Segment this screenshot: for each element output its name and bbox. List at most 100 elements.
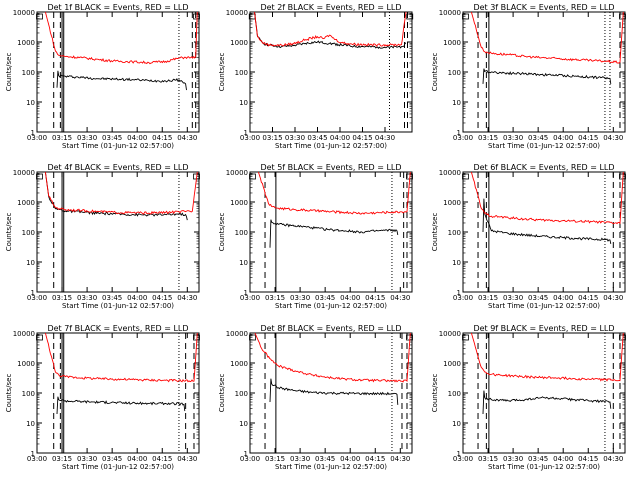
- x-tick-label: 04:30: [177, 134, 197, 142]
- y-tick-label: 1: [244, 129, 248, 137]
- x-tick-label: 03:15: [52, 294, 72, 302]
- series-line-lld: [257, 171, 411, 215]
- panel-3: Det 3f BLACK = Events, RED = LLD 1 10 100 10…: [431, 3, 626, 150]
- x-tick-label: 04:00: [330, 134, 350, 142]
- y-tick-label: 100: [448, 229, 461, 237]
- panel-title: Det 2f BLACK = Events, RED = LLD: [260, 3, 401, 12]
- x-tick-label: 04:15: [152, 134, 172, 142]
- y-tick-label: 1000: [17, 199, 35, 207]
- x-axis-label: Start Time (01-Jun-12 02:57:00): [488, 302, 600, 310]
- corner-marker: [462, 173, 469, 180]
- x-tick-label: 03:15: [478, 294, 498, 302]
- y-tick-label: 100: [235, 390, 248, 398]
- panel-7: Det 7f BLACK = Events, RED = LLD 1 10 100 10…: [5, 324, 200, 471]
- panel-title: Det 4f BLACK = Events, RED = LLD: [47, 163, 188, 172]
- x-tick-label: 04:00: [127, 455, 147, 463]
- x-tick-label: 03:30: [290, 294, 310, 302]
- y-tick-label: 10000: [226, 9, 248, 17]
- x-axis-label: Start Time (01-Jun-12 02:57:00): [62, 302, 174, 310]
- panel-title: Det 9f BLACK = Events, RED = LLD: [473, 324, 614, 333]
- x-tick-label: 03:15: [478, 134, 498, 142]
- series-line-lld: [470, 332, 624, 382]
- y-tick-label: 1000: [17, 39, 35, 47]
- series-line-events: [482, 68, 612, 84]
- x-tick-label: 03:30: [503, 134, 523, 142]
- x-tick-label: 03:15: [262, 134, 282, 142]
- y-tick-label: 100: [235, 69, 248, 77]
- panel-title: Det 1f BLACK = Events, RED = LLD: [47, 3, 188, 12]
- corner-marker: [406, 13, 414, 20]
- x-tick-label: 04:15: [365, 294, 385, 302]
- x-tick-label: 04:00: [553, 294, 573, 302]
- panel-6: Det 6f BLACK = Events, RED = LLD 1 10 100 10…: [431, 163, 626, 310]
- x-tick-label: 04:30: [603, 455, 623, 463]
- x-tick-label: 04:30: [177, 455, 197, 463]
- series-line-events: [482, 390, 612, 415]
- y-tick-label: 10: [26, 420, 35, 428]
- x-tick-label: 03:00: [453, 294, 473, 302]
- corner-marker: [193, 13, 200, 20]
- x-tick-label: 03:45: [307, 134, 327, 142]
- corner-marker: [462, 13, 469, 20]
- x-tick-label: 04:30: [603, 134, 623, 142]
- x-tick-label: 04:00: [340, 455, 360, 463]
- plot-frame: [462, 171, 626, 293]
- y-tick-label: 10: [239, 99, 248, 107]
- panel-title: Det 7f BLACK = Events, RED = LLD: [47, 324, 188, 333]
- x-axis-label: Start Time (01-Jun-12 02:57:00): [62, 463, 174, 471]
- y-tick-label: 1000: [17, 360, 35, 368]
- y-axis-label: Counts/sec: [5, 53, 13, 92]
- panel-title: Det 6f BLACK = Events, RED = LLD: [473, 163, 614, 172]
- panel-9: Det 9f BLACK = Events, RED = LLD 1 10 100 10…: [431, 324, 626, 471]
- y-tick-label: 10: [452, 99, 461, 107]
- panel-8: Det 8f BLACK = Events, RED = LLD 1 10 100 10…: [218, 324, 413, 471]
- y-tick-label: 10: [26, 99, 35, 107]
- x-tick-label: 03:45: [528, 294, 548, 302]
- x-tick-label: 04:30: [177, 294, 197, 302]
- x-tick-label: 04:00: [553, 134, 573, 142]
- y-axis-label: Counts/sec: [5, 213, 13, 252]
- series-line-events: [56, 70, 187, 91]
- x-tick-label: 04:00: [127, 134, 147, 142]
- y-tick-label: 10000: [13, 9, 35, 17]
- corner-marker: [36, 334, 43, 341]
- x-tick-label: 03:00: [453, 134, 473, 142]
- x-tick-label: 04:30: [390, 294, 410, 302]
- x-tick-label: 04:30: [603, 294, 623, 302]
- y-tick-label: 1: [457, 129, 461, 137]
- x-tick-label: 03:15: [52, 455, 72, 463]
- x-tick-label: 03:30: [77, 294, 97, 302]
- x-tick-label: 03:45: [102, 294, 122, 302]
- y-tick-label: 1: [244, 450, 248, 458]
- y-tick-label: 10000: [439, 9, 461, 17]
- x-tick-label: 04:30: [375, 134, 395, 142]
- series-line-lld: [44, 332, 198, 383]
- corner-marker: [36, 173, 43, 180]
- x-tick-label: 03:45: [528, 455, 548, 463]
- y-tick-label: 100: [448, 390, 461, 398]
- x-tick-label: 04:00: [127, 294, 147, 302]
- x-axis-label: Start Time (01-Jun-12 02:57:00): [275, 463, 387, 471]
- x-tick-label: 03:30: [503, 455, 523, 463]
- y-tick-label: 1: [457, 450, 461, 458]
- plot-frame: [36, 171, 200, 293]
- series-line-lld: [470, 171, 624, 225]
- y-tick-label: 10000: [13, 330, 35, 338]
- y-tick-label: 10000: [439, 330, 461, 338]
- x-axis-label: Start Time (01-Jun-12 02:57:00): [275, 142, 387, 150]
- x-tick-label: 03:00: [453, 455, 473, 463]
- y-tick-label: 10: [239, 420, 248, 428]
- y-tick-label: 10: [452, 420, 461, 428]
- x-tick-label: 03:00: [240, 455, 260, 463]
- panel-1: Det 1f BLACK = Events, RED = LLD 1 10 100 10…: [5, 3, 200, 150]
- series-line-events: [269, 378, 399, 405]
- x-tick-label: 03:00: [240, 294, 260, 302]
- y-tick-label: 100: [22, 229, 35, 237]
- y-tick-label: 100: [22, 69, 35, 77]
- y-tick-label: 10000: [226, 330, 248, 338]
- plot-frame: [249, 11, 413, 133]
- y-tick-label: 100: [235, 229, 248, 237]
- x-tick-label: 04:15: [152, 455, 172, 463]
- x-tick-label: 03:00: [240, 134, 260, 142]
- corner-marker: [249, 334, 256, 341]
